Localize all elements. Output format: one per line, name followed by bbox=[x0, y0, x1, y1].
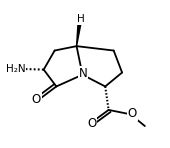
Polygon shape bbox=[76, 20, 82, 46]
Text: O: O bbox=[128, 107, 137, 120]
Text: O: O bbox=[32, 93, 41, 106]
Text: H₂N: H₂N bbox=[6, 64, 26, 74]
Text: N: N bbox=[79, 67, 88, 80]
Text: H: H bbox=[77, 14, 85, 24]
Text: O: O bbox=[87, 117, 96, 130]
